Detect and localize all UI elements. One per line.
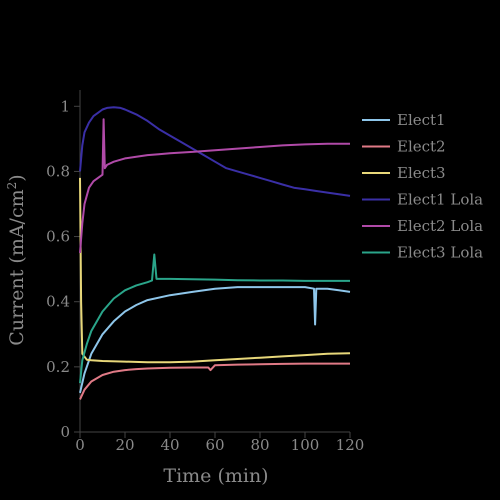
series-line-elect3-lola [79,253,350,384]
x-tick-label: 120 [336,436,365,454]
y-tick-label: 0.2 [46,358,70,376]
x-tick-label: 20 [115,436,134,454]
y-axis-title-close: ) [6,174,28,181]
series-line-elect1-lola [79,106,351,197]
y-axis-title-main: Current (mA/cm [6,189,28,345]
legend-item-label: Elect3 Lola [397,244,483,262]
y-tick-label: 0.6 [46,228,70,246]
legend: Elect1 Elect2 Elect3 Elect1 Lola Elect2 Lola… [362,111,483,262]
y-ticks: 0 0.2 0.4 0.6 0.8 1 [46,97,80,441]
x-tick-label: 0 [75,436,85,454]
chart-axes [79,90,350,433]
legend-item-label: Elect2 [397,138,446,156]
legend-item-label: Elect3 [397,164,446,182]
x-tick-label: 40 [160,436,179,454]
legend-item-label: Elect1 [397,111,446,129]
series-line-elect1 [79,286,351,394]
x-tick-label: 80 [250,436,269,454]
y-axis-title: Current (mA/cm2) [5,174,28,345]
y-axis-title-superscript: 2 [5,182,19,190]
series-line-elect2 [79,362,350,400]
series-lines [79,106,351,400]
series-line-elect3 [79,177,351,364]
x-ticks: 0 20 40 60 80 100 120 [75,432,364,454]
y-tick-label: 0.4 [46,293,70,311]
x-axis-title: Time (min) [163,465,268,487]
legend-item-label: Elect1 Lola [397,191,483,209]
y-tick-label: 1 [60,97,70,115]
x-tick-label: 100 [291,436,320,454]
legend-item-label: Elect2 Lola [397,217,483,235]
series-line-elect2-lola [79,118,350,253]
y-tick-label: 0 [60,423,70,441]
x-tick-label: 60 [205,436,224,454]
y-tick-label: 0.8 [46,162,70,180]
